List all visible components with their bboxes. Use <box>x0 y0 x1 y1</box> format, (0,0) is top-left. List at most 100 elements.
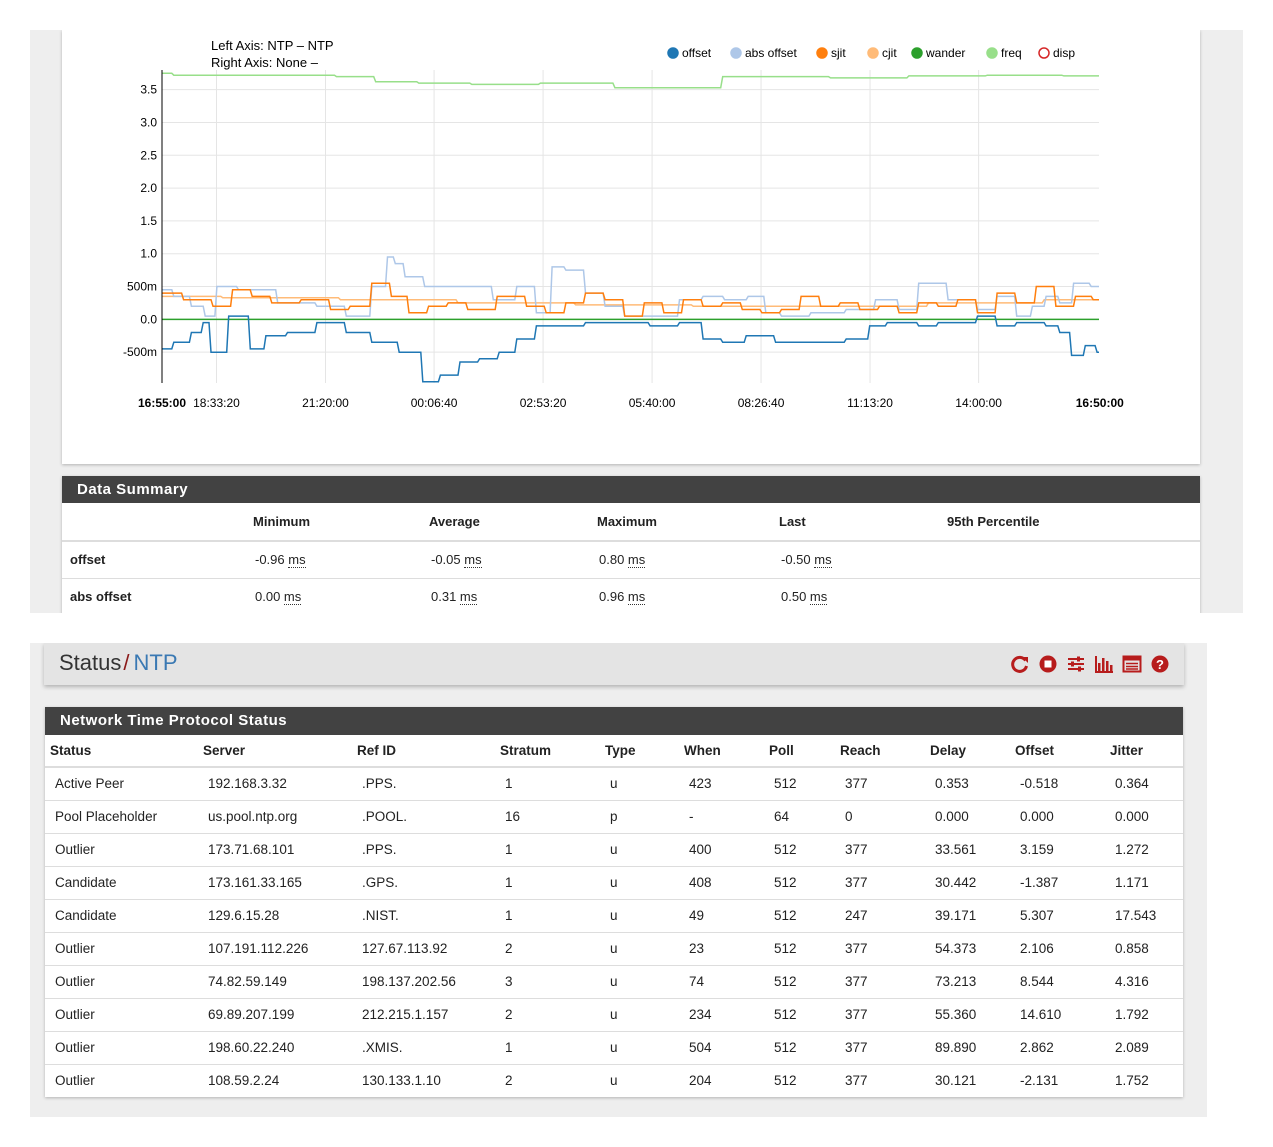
ntp-cell-reach: 377 <box>835 767 925 801</box>
ntp-cell-type: u <box>600 767 679 801</box>
ntp-cell-stratum: 2 <box>505 1073 513 1089</box>
help-icon[interactable]: ? <box>1150 654 1170 674</box>
sliders-icon[interactable] <box>1066 654 1086 674</box>
summary-unit: ms <box>627 589 646 605</box>
log-icon[interactable] <box>1122 654 1142 674</box>
legend-label-wander: wander <box>925 46 965 60</box>
ntp-cell-type: u <box>600 932 679 966</box>
breadcrumb-parent[interactable]: Status <box>59 650 122 675</box>
chart-legend[interactable]: offset abs offset sjit cjit wander freq disp <box>667 46 1075 60</box>
ntp-cell-reach: 377 <box>845 1073 868 1089</box>
ntp-cell-poll: 512 <box>764 866 835 900</box>
y-tick-label: -500m <box>123 345 157 359</box>
ntp-header-offset[interactable]: Offset <box>1010 735 1105 768</box>
breadcrumb-current[interactable]: NTP <box>133 650 178 675</box>
ntp-cell-poll: 512 <box>764 932 835 966</box>
x-tick-label: 11:13:20 <box>847 396 893 410</box>
ntp-cell-poll: 512 <box>764 767 835 801</box>
x-tick-label: 16:50:00 <box>1076 396 1124 410</box>
y-tick-label: 500m <box>127 280 157 294</box>
ntp-cell-status: Outlier <box>45 833 198 867</box>
series-line-offset <box>162 315 1099 383</box>
summary-header-95th: 95th Percentile <box>947 503 1200 542</box>
ntp-cell-jitter: 1.792 <box>1105 998 1183 1032</box>
ntp-cell-server: 198.60.22.240 <box>198 1031 352 1065</box>
ntp-cell-poll: 512 <box>764 1031 835 1065</box>
chart-series-lines <box>162 72 1099 383</box>
ntp-peer-row: Outlier 107.191.112.226 127.67.113.92 2 u 23 5… <box>45 932 1183 966</box>
ntp-header-ref-id[interactable]: Ref ID <box>352 735 495 768</box>
ntp-cell-reach: 377 <box>835 932 925 966</box>
ntp-cell-server: 107.191.112.226 <box>198 932 352 966</box>
ntp-header-stratum[interactable]: Stratum <box>495 735 600 768</box>
ntp-cell-jitter: 1.272 <box>1105 833 1183 867</box>
graph-screenshot: Left Axis: NTP – NTP Right Axis: None – … <box>30 30 1243 613</box>
ntp-cell-offset: 2.106 <box>1010 932 1105 966</box>
ntp-cell-reach: 377 <box>835 1031 925 1065</box>
ntp-cell-status: Outlier <box>45 965 198 999</box>
ntp-line-chart: Left Axis: NTP – NTP Right Axis: None – … <box>123 38 1124 410</box>
legend-marker-cjit <box>867 47 879 59</box>
legend-label-freq: freq <box>1001 46 1022 60</box>
ntp-cell-type: u <box>600 1031 679 1065</box>
summary-cell-empty <box>947 541 1200 579</box>
series-line-cjit <box>162 295 1099 307</box>
summary-cell: 0.50 ms <box>779 578 947 613</box>
ntp-cell-server: 69.89.207.199 <box>198 998 352 1032</box>
reload-icon[interactable] <box>1010 654 1030 674</box>
ntp-cell-offset: 3.159 <box>1010 833 1105 867</box>
bar-chart-icon[interactable] <box>1094 654 1114 674</box>
x-tick-label: 16:55:00 <box>138 396 186 410</box>
ntp-cell-ref-id: .PPS. <box>352 767 495 801</box>
summary-unit: ms <box>283 589 302 605</box>
ntp-cell-delay: 30.442 <box>925 866 1010 900</box>
ntp-cell-when: 408 <box>679 866 764 900</box>
y-tick-label: 2.5 <box>140 148 157 162</box>
ntp-cell-stratum: 1 <box>495 1031 600 1065</box>
ntp-header-server[interactable]: Server <box>198 735 352 768</box>
ntp-cell-when: 423 <box>679 767 764 801</box>
legend-marker-freq <box>986 47 998 59</box>
ntp-header-jitter[interactable]: Jitter <box>1105 735 1183 768</box>
ntp-cell-reach: 377 <box>835 998 925 1032</box>
ntp-header-status[interactable]: Status <box>45 735 198 768</box>
data-summary-panel: Data Summary Minimum Average Maximum Las… <box>62 476 1200 613</box>
data-summary-title: Data Summary <box>62 476 1200 503</box>
y-tick-label: 1.0 <box>140 247 157 261</box>
ntp-cell-type: u <box>600 866 679 900</box>
ntp-cell-server: 108.59.2.24 <box>208 1073 280 1089</box>
ntp-header-type[interactable]: Type <box>600 735 679 768</box>
legend-marker-disp <box>1038 47 1050 59</box>
summary-cell: 0.80 ms <box>597 541 779 579</box>
summary-value: 0.80 <box>599 552 628 568</box>
legend-label-abs-offset: abs offset <box>745 46 797 60</box>
ntp-cell-jitter: 4.316 <box>1105 965 1183 999</box>
ntp-cell-jitter: 0.858 <box>1105 932 1183 966</box>
ntp-header-reach[interactable]: Reach <box>835 735 925 768</box>
summary-row: offset -0.96 ms -0.05 ms 0.80 ms -0.50 ms <box>62 541 1200 579</box>
ntp-cell-status: Pool Placeholder <box>45 800 198 834</box>
ntp-cell-reach: 377 <box>835 833 925 867</box>
x-tick-label: 05:40:00 <box>629 396 676 410</box>
ntp-cell-type: u <box>600 998 679 1032</box>
summary-cell-empty <box>947 578 1200 613</box>
ntp-header-delay[interactable]: Delay <box>925 735 1010 768</box>
ntp-cell-ref-id: 130.133.1.10 <box>362 1073 441 1089</box>
ntp-peer-row: Candidate 129.6.15.28 .NIST. 1 u 49 512 247 39.1… <box>45 899 1183 933</box>
legend-marker-abs-offset <box>730 47 742 59</box>
breadcrumb-bar: Status/NTP ? <box>44 643 1184 685</box>
ntp-cell-delay: 30.121 <box>935 1073 977 1089</box>
legend-label-disp: disp <box>1053 46 1075 60</box>
summary-header-average: Average <box>429 503 597 542</box>
summary-unit: ms <box>627 552 646 569</box>
ntp-cell-ref-id: .GPS. <box>352 866 495 900</box>
ntp-cell-type: u <box>600 899 679 933</box>
stop-icon[interactable] <box>1038 654 1058 674</box>
ntp-header-when[interactable]: When <box>679 735 764 768</box>
summary-header-blank <box>62 503 253 542</box>
ntp-cell-jitter: 0.000 <box>1105 800 1183 834</box>
ntp-header-poll[interactable]: Poll <box>764 735 835 768</box>
legend-marker-sjit <box>816 47 828 59</box>
status-ntp-screenshot: Status/NTP ? Network Time Protocol St <box>30 643 1207 1117</box>
ntp-cell-server: us.pool.ntp.org <box>198 800 352 834</box>
